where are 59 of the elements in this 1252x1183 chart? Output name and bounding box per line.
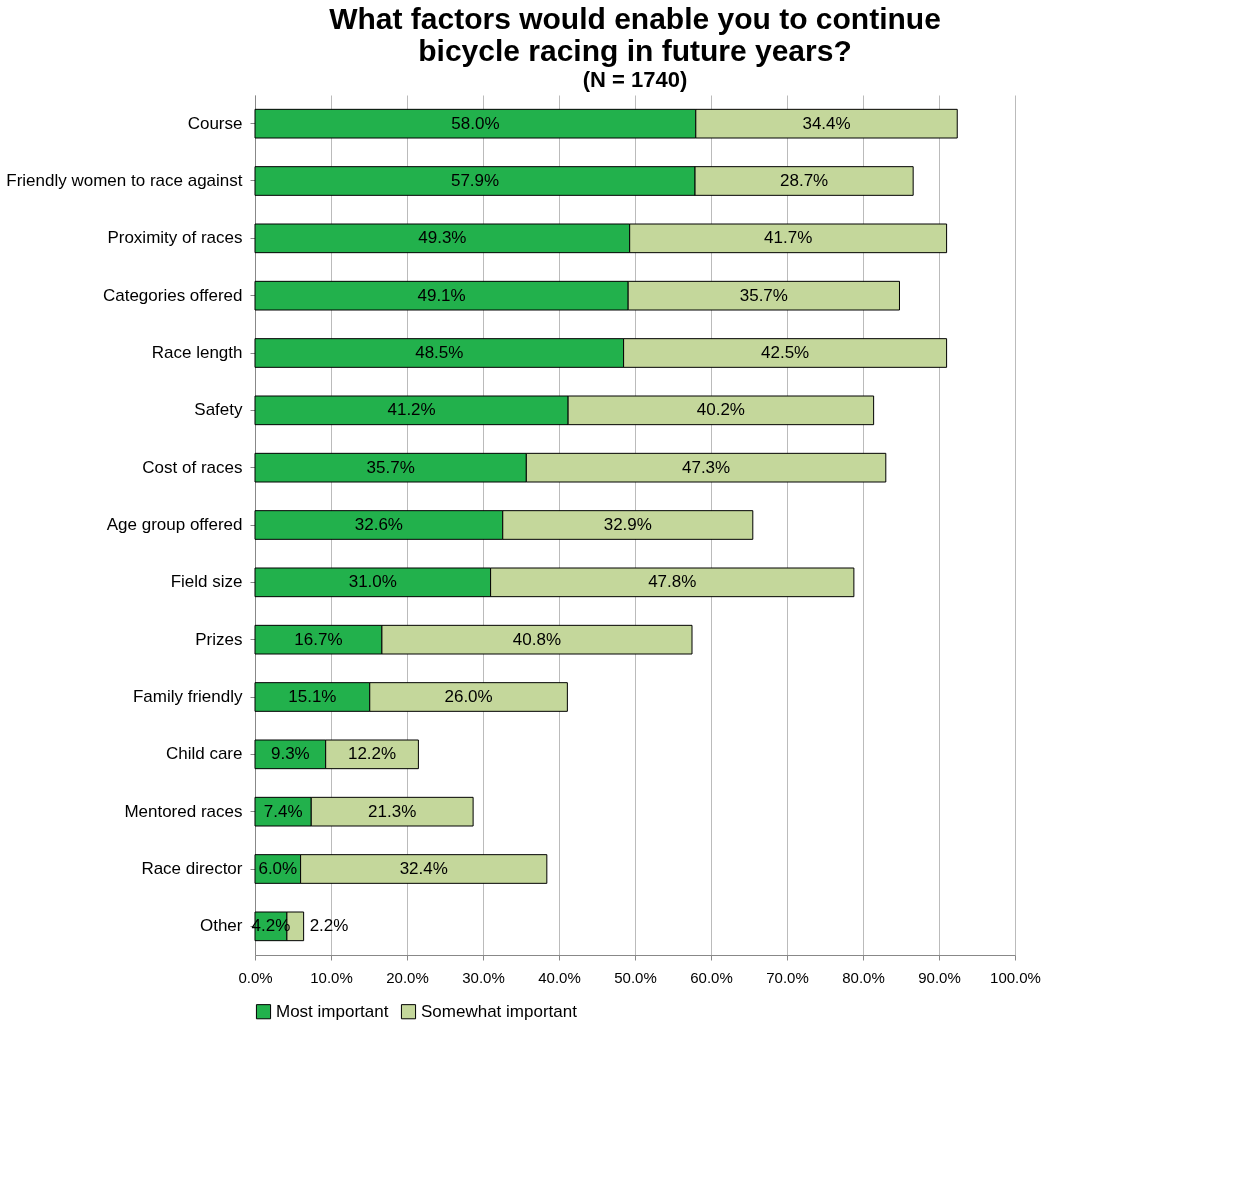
x-tick-label: 0.0% — [238, 968, 273, 986]
y-tick-label: Safety — [194, 400, 243, 420]
y-tick-label: Categories offered — [102, 285, 243, 305]
data-label: 48.5% — [415, 343, 464, 362]
y-tick-label: Race length — [151, 343, 243, 362]
data-label: 32.4% — [399, 859, 448, 878]
x-tick-label: 60.0% — [690, 968, 733, 986]
data-label: 2.2% — [309, 916, 349, 936]
data-label: 28.7% — [780, 171, 829, 190]
data-label: 15.1% — [288, 687, 337, 706]
y-tick-label: Course — [187, 113, 243, 133]
y-tick-label: Race director — [141, 859, 243, 878]
y-tick-label: Proximity of races — [107, 228, 243, 248]
data-label: 32.9% — [603, 515, 652, 534]
y-tick-label: Friendly women to race against — [6, 171, 243, 190]
data-label: 40.2% — [696, 400, 745, 420]
chart-title: What factors would enable you to continue bicycle racing in future years? — [329, 2, 941, 67]
y-tick-label: Age group offered — [106, 515, 243, 534]
data-label: 35.7% — [739, 285, 788, 305]
y-tick-label: Child care — [165, 744, 243, 764]
x-tick-label: 90.0% — [918, 968, 961, 986]
data-label: 7.4% — [263, 801, 303, 821]
y-tick-label: Family friendly — [132, 687, 243, 706]
data-label: 31.0% — [348, 572, 397, 592]
x-tick-label: 40.0% — [538, 968, 581, 986]
data-label: 42.5% — [761, 343, 810, 362]
data-label: 12.2% — [347, 744, 397, 764]
y-tick-label: Prizes — [195, 629, 243, 649]
y-tick-label: Other — [199, 916, 243, 936]
y-tick-label: Cost of races — [142, 457, 243, 477]
legend-label: Most important — [276, 1001, 389, 1021]
data-label: 35.7% — [366, 457, 415, 477]
data-label: 16.7% — [294, 629, 343, 649]
data-label: 40.8% — [512, 629, 562, 649]
x-tick-label: 70.0% — [766, 968, 809, 986]
data-label: 6.0% — [258, 859, 298, 878]
x-tick-label: 100.0% — [990, 968, 1041, 986]
data-label: 57.9% — [450, 171, 500, 190]
data-label: 32.6% — [354, 515, 403, 534]
y-tick-label: Field size — [170, 572, 243, 592]
legend-label: Somewhat important — [421, 1001, 578, 1021]
data-label: 9.3% — [270, 744, 310, 764]
data-label: 47.3% — [681, 457, 731, 477]
x-tick-label: 30.0% — [462, 968, 505, 986]
chart-subtitle: (N = 1740) — [582, 67, 688, 92]
data-label: 58.0% — [451, 113, 500, 133]
data-label: 41.7% — [764, 228, 813, 248]
data-label: 49.1% — [417, 285, 466, 305]
x-tick-label: 80.0% — [842, 968, 885, 986]
y-tick-label: Mentored races — [124, 801, 243, 821]
x-tick-label: 20.0% — [386, 968, 429, 986]
data-label: 34.4% — [802, 113, 851, 133]
data-label: 21.3% — [368, 801, 417, 821]
data-label: 49.3% — [418, 228, 467, 248]
x-tick-label: 10.0% — [310, 968, 353, 986]
x-tick-label: 50.0% — [614, 968, 657, 986]
data-label: 41.2% — [387, 400, 436, 420]
data-label: 26.0% — [444, 687, 493, 706]
data-label: 47.8% — [648, 572, 697, 592]
